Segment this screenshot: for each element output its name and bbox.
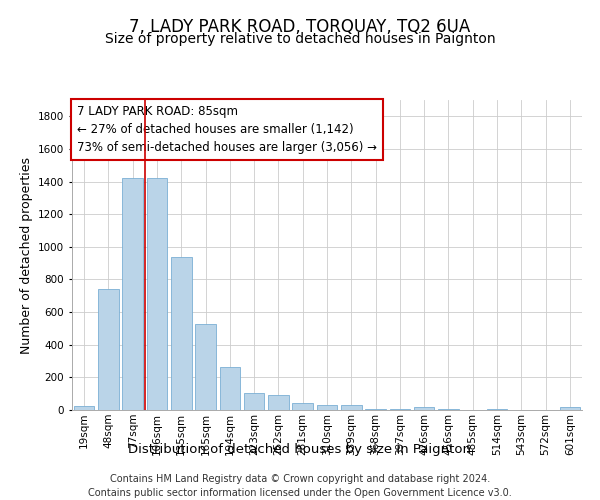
Bar [487, 409, 508, 410]
Bar [171, 257, 191, 410]
Bar [341, 406, 362, 410]
Text: Contains HM Land Registry data © Crown copyright and database right 2024.
Contai: Contains HM Land Registry data © Crown c… [88, 474, 512, 498]
Bar [317, 406, 337, 410]
Bar [122, 178, 143, 410]
Bar [74, 406, 94, 410]
Bar [414, 407, 434, 410]
Bar [146, 178, 167, 410]
Text: 7, LADY PARK ROAD, TORQUAY, TQ2 6UA: 7, LADY PARK ROAD, TORQUAY, TQ2 6UA [130, 18, 470, 36]
Text: Size of property relative to detached houses in Paignton: Size of property relative to detached ho… [104, 32, 496, 46]
Bar [560, 407, 580, 410]
Bar [244, 393, 265, 410]
Bar [98, 289, 119, 410]
Bar [292, 404, 313, 410]
Bar [389, 409, 410, 410]
Text: 7 LADY PARK ROAD: 85sqm
← 27% of detached houses are smaller (1,142)
73% of semi: 7 LADY PARK ROAD: 85sqm ← 27% of detache… [77, 104, 377, 154]
Bar [438, 409, 459, 410]
Y-axis label: Number of detached properties: Number of detached properties [20, 156, 32, 354]
Bar [365, 409, 386, 410]
Bar [268, 395, 289, 410]
Bar [195, 324, 216, 410]
Bar [220, 367, 240, 410]
Text: Distribution of detached houses by size in Paignton: Distribution of detached houses by size … [128, 442, 472, 456]
